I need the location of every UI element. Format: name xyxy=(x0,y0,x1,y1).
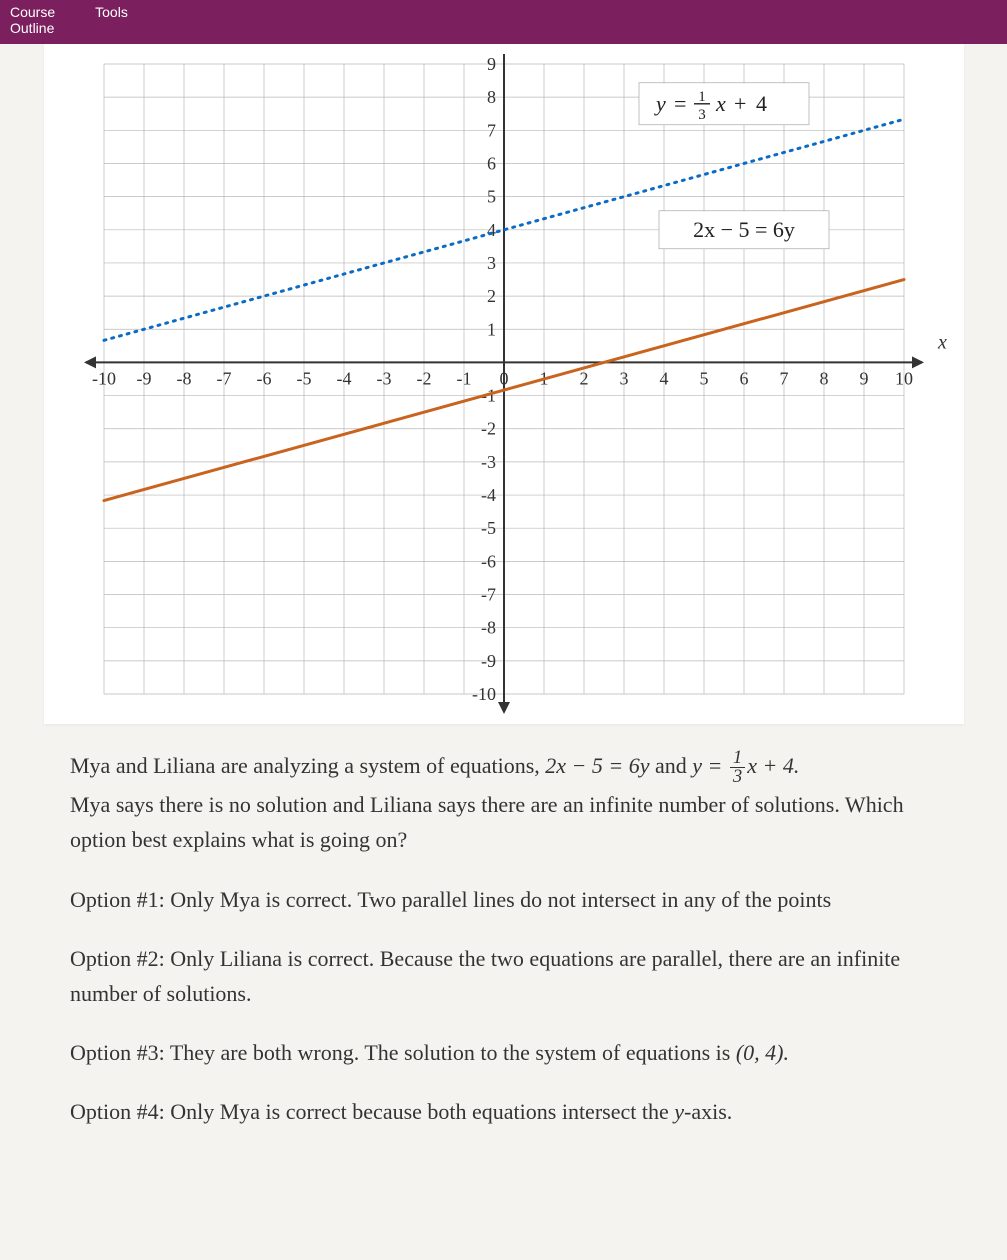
svg-text:-3: -3 xyxy=(376,368,391,388)
svg-text:8: 8 xyxy=(487,87,496,107)
svg-text:5: 5 xyxy=(699,368,708,388)
course-label-1: Course xyxy=(10,4,55,20)
svg-text:-10: -10 xyxy=(472,684,496,704)
svg-text:=: = xyxy=(674,91,686,116)
top-nav-bar: Course Outline Tools xyxy=(0,0,1007,44)
svg-text:6: 6 xyxy=(487,153,496,173)
svg-text:-8: -8 xyxy=(481,618,496,638)
svg-text:1: 1 xyxy=(487,319,496,339)
svg-text:-3: -3 xyxy=(481,452,496,472)
coordinate-graph: -10-9-8-7-6-5-4-3-2-1012345678910-10-9-8… xyxy=(44,44,964,724)
equation-1: 2x − 5 = 6y xyxy=(545,753,649,778)
svg-text:-2: -2 xyxy=(416,368,431,388)
svg-text:1: 1 xyxy=(698,89,706,105)
option-3: Option #3: They are both wrong. The solu… xyxy=(70,1035,937,1070)
question-block: Mya and Liliana are analyzing a system o… xyxy=(40,748,967,1129)
svg-text:-7: -7 xyxy=(481,585,496,605)
equation-2: y = 13x + 4. xyxy=(692,753,799,778)
svg-text:8: 8 xyxy=(819,368,828,388)
opt3-point: (0, 4). xyxy=(736,1040,789,1065)
svg-text:-5: -5 xyxy=(296,368,311,388)
svg-text:3: 3 xyxy=(698,107,706,123)
opt4-y: y xyxy=(674,1099,684,1124)
svg-text:-9: -9 xyxy=(136,368,151,388)
frac-den: 3 xyxy=(730,768,745,787)
svg-text:-4: -4 xyxy=(336,368,351,388)
svg-text:-6: -6 xyxy=(481,551,496,571)
opt4-text-a: Option #4: Only Mya is correct because b… xyxy=(70,1099,674,1124)
svg-text:6: 6 xyxy=(739,368,748,388)
svg-text:3: 3 xyxy=(487,253,496,273)
svg-text:2x − 5 = 6y: 2x − 5 = 6y xyxy=(693,217,795,242)
svg-text:4: 4 xyxy=(756,91,767,116)
svg-text:y: y xyxy=(654,91,666,116)
fraction: 13 xyxy=(730,749,745,787)
svg-text:-2: -2 xyxy=(481,419,496,439)
eq2-post: x + 4. xyxy=(747,753,799,778)
svg-text:4: 4 xyxy=(487,220,496,240)
svg-text:-7: -7 xyxy=(216,368,231,388)
course-outline-tab[interactable]: Course Outline xyxy=(10,4,55,36)
question-intro: Mya and Liliana are analyzing a system o… xyxy=(70,748,937,858)
opt3-text: Option #3: They are both wrong. The solu… xyxy=(70,1040,736,1065)
svg-text:-6: -6 xyxy=(256,368,271,388)
svg-text:-9: -9 xyxy=(481,651,496,671)
svg-text:+: + xyxy=(734,91,746,116)
intro-text-a: Mya and Liliana are analyzing a system o… xyxy=(70,753,545,778)
svg-text:7: 7 xyxy=(779,368,788,388)
option-4: Option #4: Only Mya is correct because b… xyxy=(70,1094,937,1129)
svg-text:-4: -4 xyxy=(481,485,496,505)
tools-label: Tools xyxy=(95,4,128,20)
svg-text:3: 3 xyxy=(619,368,628,388)
chart-svg: -10-9-8-7-6-5-4-3-2-1012345678910-10-9-8… xyxy=(44,44,964,724)
svg-text:7: 7 xyxy=(487,120,496,140)
svg-text:10: 10 xyxy=(895,368,913,388)
svg-text:5: 5 xyxy=(487,187,496,207)
svg-text:2: 2 xyxy=(487,286,496,306)
svg-text:9: 9 xyxy=(487,54,496,74)
option-1: Option #1: Only Mya is correct. Two para… xyxy=(70,882,937,917)
svg-text:x: x xyxy=(937,331,947,353)
course-label-2: Outline xyxy=(10,20,55,36)
intro-text-b: and xyxy=(655,753,692,778)
svg-text:x: x xyxy=(715,91,726,116)
question-line2: Mya says there is no solution and Lilian… xyxy=(70,792,904,852)
svg-text:-1: -1 xyxy=(456,368,471,388)
svg-text:9: 9 xyxy=(859,368,868,388)
main-content: -10-9-8-7-6-5-4-3-2-1012345678910-10-9-8… xyxy=(0,44,1007,1193)
option-2: Option #2: Only Liliana is correct. Beca… xyxy=(70,941,937,1011)
tools-tab[interactable]: Tools xyxy=(95,4,128,20)
svg-text:4: 4 xyxy=(659,368,668,388)
svg-text:-8: -8 xyxy=(176,368,191,388)
svg-text:0: 0 xyxy=(499,368,508,388)
svg-text:2: 2 xyxy=(579,368,588,388)
svg-text:-5: -5 xyxy=(481,518,496,538)
opt4-text-c: -axis. xyxy=(684,1099,732,1124)
eq2-pre: y = xyxy=(692,753,728,778)
svg-text:-10: -10 xyxy=(92,368,116,388)
